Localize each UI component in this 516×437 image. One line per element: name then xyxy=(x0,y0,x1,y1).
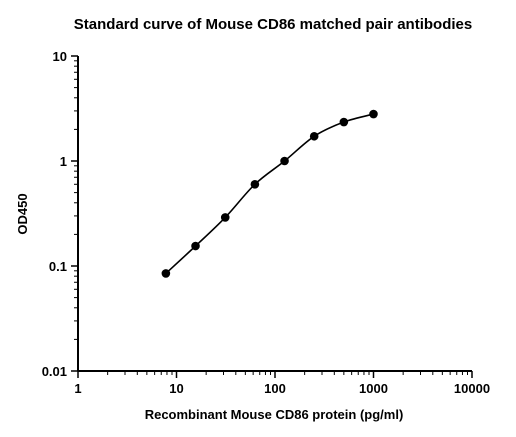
y-tick-label: 1 xyxy=(60,154,67,169)
x-axis-label: Recombinant Mouse CD86 protein (pg/ml) xyxy=(145,407,404,422)
y-tick-label: 10 xyxy=(53,49,67,64)
data-points xyxy=(161,109,378,278)
tick-labels: 1 10 100 1000 10000 0.01 0.1 1 10 xyxy=(42,49,490,396)
y-tick-label: 0.1 xyxy=(49,259,67,274)
data-point xyxy=(280,156,289,166)
data-point xyxy=(250,179,260,189)
ticks xyxy=(71,55,473,378)
data-point xyxy=(161,269,171,278)
data-point xyxy=(220,213,230,222)
x-tick-label: 1 xyxy=(74,381,81,396)
y-tick-label: 0.01 xyxy=(42,364,67,379)
y-axis-label: OD450 xyxy=(15,193,30,234)
axes xyxy=(77,56,472,372)
data-point xyxy=(369,109,378,119)
x-tick-label: 10 xyxy=(169,381,183,396)
data-point xyxy=(339,117,349,127)
x-tick-label: 10000 xyxy=(454,381,490,396)
data-point xyxy=(191,241,200,251)
x-tick-label: 100 xyxy=(264,381,286,396)
data-point xyxy=(309,131,319,141)
chart-title: Standard curve of Mouse CD86 matched pai… xyxy=(74,16,472,33)
x-tick-label: 1000 xyxy=(359,381,388,396)
